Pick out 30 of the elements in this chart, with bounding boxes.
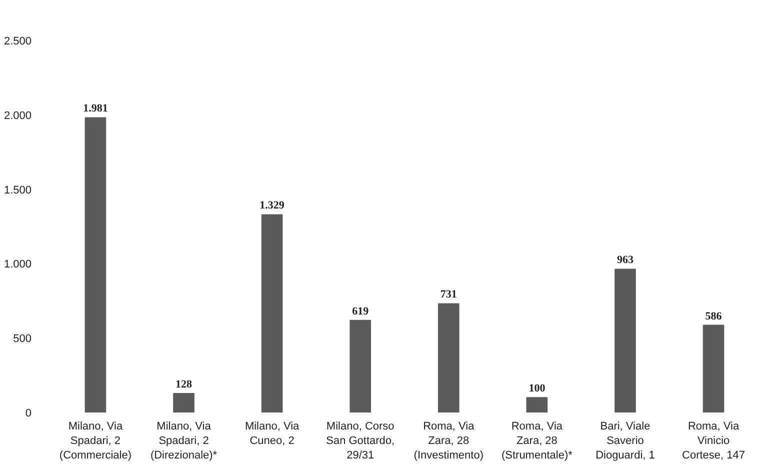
data-label: 731	[440, 288, 457, 301]
y-tick-label: 2.000	[4, 110, 32, 122]
y-tick-label: 1.500	[4, 184, 32, 196]
x-tick-label: Milano, Via Cuneo, 2	[244, 420, 300, 447]
data-label: 619	[352, 305, 370, 318]
y-tick-label: 1.000	[4, 258, 32, 271]
y-tick-label: 2.500	[4, 36, 32, 48]
x-tick-label: Roma, Via Zara, 28 (Investimento)	[414, 420, 484, 462]
y-tick-label: 0	[25, 408, 32, 420]
bar	[350, 320, 372, 412]
x-tick-label: Milano, Via Spadari, 2 (Commerciale)	[59, 420, 132, 462]
data-label: 128	[176, 378, 193, 390]
data-label: 100	[528, 382, 546, 395]
x-tick-label: Roma, Via Zara, 28 (Strumentale)*	[501, 420, 574, 462]
bar	[614, 268, 636, 412]
bar	[438, 303, 460, 412]
bar	[84, 117, 106, 412]
x-tick-label: Milano, Corso San Gottardo, 29/31	[326, 420, 395, 462]
y-tick-label: 500	[13, 333, 32, 346]
bar	[702, 324, 724, 412]
x-tick-label: Milano, Via Spadari, 2 (Direzionale)*	[150, 420, 218, 462]
data-label: 586	[705, 310, 722, 322]
x-tick-label: Roma, Via Vinicio Cortese, 147	[682, 420, 746, 462]
x-tick-label: Bari, Viale Saverio Dioguardi, 1	[596, 420, 655, 462]
bar	[261, 214, 283, 412]
bar	[526, 397, 548, 412]
bar	[173, 392, 194, 412]
data-label: 1.981	[83, 102, 108, 115]
data-label: 1.329	[260, 200, 285, 212]
data-label: 963	[616, 254, 634, 266]
